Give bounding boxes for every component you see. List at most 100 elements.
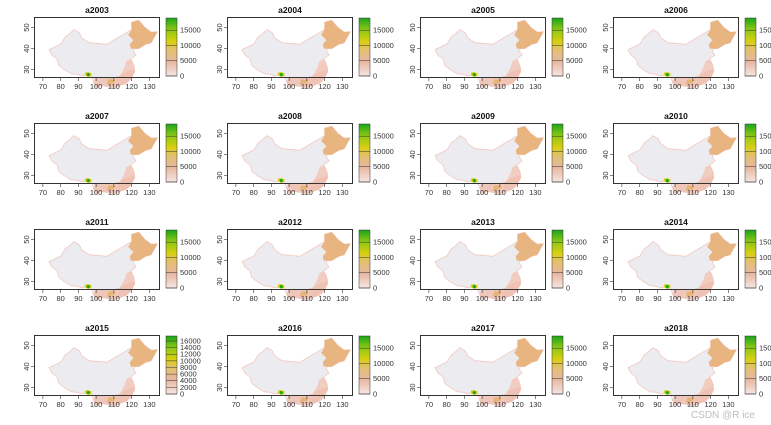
x-tick-label: 90 [460,82,468,91]
x-tick-label: 120 [125,82,138,91]
plot-frame [227,17,353,78]
y-tick-label: 50 [22,129,31,137]
legend-tick-label: 5000 [180,268,197,277]
y-tick-label: 40 [601,256,610,264]
peak-marker [86,73,90,77]
x-tick-label: 120 [511,82,524,91]
guangxi-region [106,291,116,297]
x-tick-label: 110 [494,294,506,303]
peak-marker [472,285,476,289]
y-tick-label: 30 [408,383,417,391]
y-tick-label: 50 [408,235,417,243]
y-tick-label: 50 [215,23,224,31]
legend-colorbar [165,123,178,183]
x-tick-label: 80 [56,294,64,303]
legend-colorbar [551,17,564,77]
x-tick-label: 70 [39,400,47,409]
x-tick-label: 130 [529,82,542,91]
legend-tick-label: 5000 [566,56,583,65]
x-tick-label: 90 [460,294,468,303]
legend-colorbar [744,123,757,183]
northeast-region [321,338,351,367]
legend-tick-label: 12000 [180,350,201,359]
x-tick-label: 70 [618,294,626,303]
x-tick-label: 120 [704,400,717,409]
map-panel-a2007: a2007 70 80 90 100 110 120 130 30 40 50 0 5000 10000 1… [12,108,205,214]
panel-title: a2009 [471,111,495,121]
x-tick-label: 130 [336,188,349,197]
legend-colorbar [165,17,178,77]
x-tick-label: 120 [318,82,331,91]
plot-frame [420,123,546,184]
x-tick-label: 70 [232,188,240,197]
northeast-region [321,20,351,49]
guangxi-region [299,185,309,191]
y-tick-label: 30 [22,171,31,179]
plot-frame [34,123,160,184]
map-plot: 70 80 90 100 110 120 130 30 40 50 0 5000 10000 15000 [408,123,587,197]
panel-title: a2012 [278,217,302,227]
map-panel-a2017: a2017 70 80 90 100 110 120 130 30 40 50 0 5000 10000 1… [398,320,591,425]
map-plot: 70 80 90 100 110 120 130 30 40 50 0 5000 10000 15000 [22,17,201,91]
northeast-region [707,338,737,367]
guangxi-region [299,291,309,297]
legend-tick-label: 0 [566,72,570,81]
legend-tick-label: 5000 [566,374,583,383]
legend-tick-label: 5000 [180,56,197,65]
legend-tick-label: 15000 [759,238,771,247]
x-tick-label: 90 [460,188,468,197]
y-tick-label: 50 [215,235,224,243]
x-tick-label: 100 [476,188,489,197]
peak-marker [279,391,283,395]
y-tick-label: 30 [601,383,610,391]
legend-tick-label: 10000 [759,359,771,368]
map-plot: 70 80 90 100 110 120 130 30 40 50 0 5000 10000 15000 [601,123,771,197]
peak-marker [472,179,476,183]
x-tick-label: 90 [267,188,275,197]
y-tick-label: 50 [215,341,224,349]
legend-colorbar [358,17,371,77]
x-tick-label: 110 [108,400,120,409]
plot-frame [227,335,353,396]
guangxi-region [685,79,695,85]
x-tick-label: 110 [301,82,313,91]
legend-colorbar [744,17,757,77]
x-tick-label: 70 [39,294,47,303]
x-tick-label: 110 [301,188,313,197]
x-tick-label: 70 [425,82,433,91]
peak-marker [472,73,476,77]
y-tick-label: 50 [22,341,31,349]
x-tick-label: 130 [529,294,542,303]
legend-colorbar [165,335,178,395]
x-tick-label: 80 [635,400,643,409]
legend-tick-label: 0 [373,72,377,81]
x-tick-label: 80 [635,82,643,91]
legend-colorbar [551,335,564,395]
x-tick-label: 130 [722,82,735,91]
x-tick-label: 70 [618,82,626,91]
map-plot: 70 80 90 100 110 120 130 30 40 50 0 5000 10000 15000 [215,229,394,303]
legend-tick-label: 0 [566,390,570,399]
x-tick-label: 90 [267,294,275,303]
x-tick-label: 110 [687,82,699,91]
legend-tick-label: 15000 [180,26,201,35]
legend-tick-label: 15000 [373,238,394,247]
panel-title: a2010 [664,111,688,121]
x-tick-label: 80 [442,294,450,303]
guangxi-region [106,185,116,191]
legend-tick-label: 10000 [180,41,201,50]
x-tick-label: 80 [442,188,450,197]
legend-tick-label: 10000 [566,41,587,50]
x-tick-label: 80 [56,400,64,409]
x-tick-label: 110 [687,400,699,409]
y-tick-label: 50 [408,23,417,31]
guangxi-region [106,397,116,403]
map-plot: 70 80 90 100 110 120 130 30 40 50 0 5000 10000 15000 [601,17,771,91]
legend-tick-label: 5000 [373,268,390,277]
map-plot: 70 80 90 100 110 120 130 30 40 50 0 5000 10000 15000 [215,17,394,91]
plot-frame [34,17,160,78]
peak-marker [279,179,283,183]
x-tick-label: 130 [336,400,349,409]
x-tick-label: 110 [301,400,313,409]
x-tick-label: 90 [267,400,275,409]
